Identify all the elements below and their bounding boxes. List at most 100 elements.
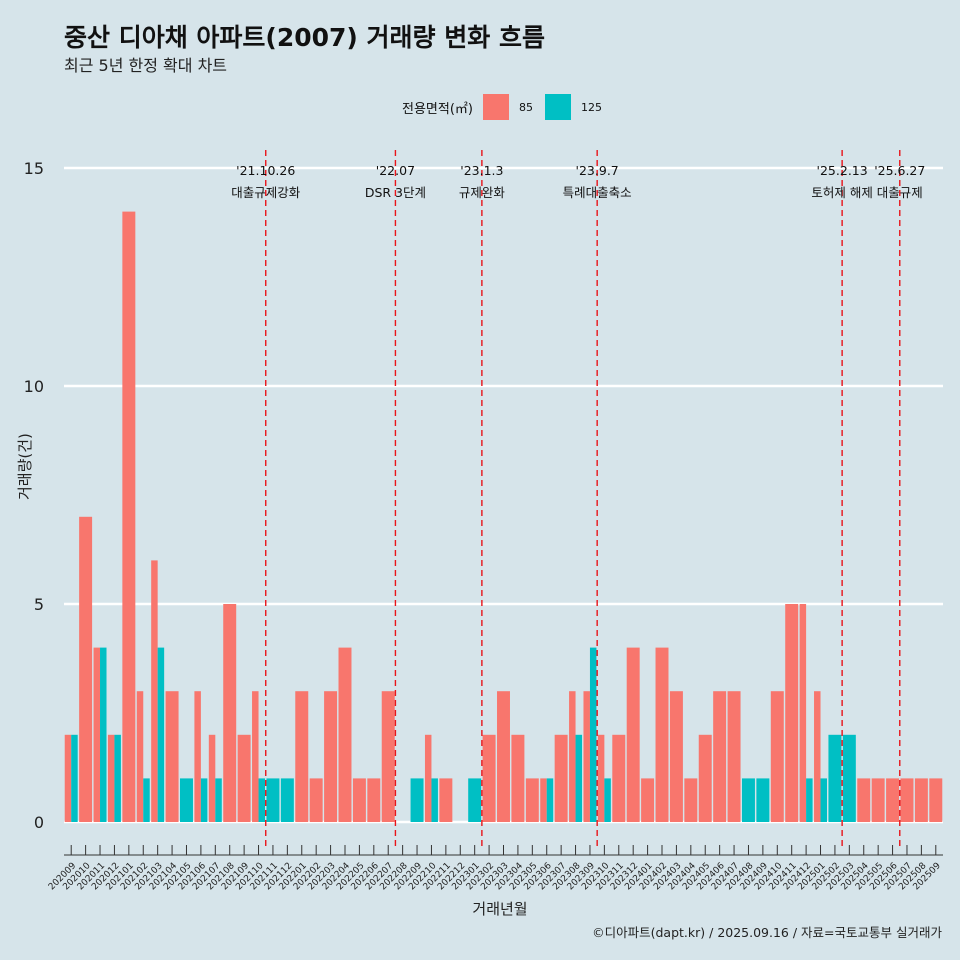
bar-125-202106 bbox=[200, 778, 208, 822]
bar-125-202301 bbox=[468, 778, 482, 822]
bar-85-202401 bbox=[641, 778, 655, 822]
event-date-1: '22.07 bbox=[376, 163, 415, 178]
event-label-0: 대출규제강화 bbox=[231, 185, 301, 200]
bar-85-202103 bbox=[151, 560, 158, 822]
bar-85-202102 bbox=[136, 691, 144, 822]
bar-85-202501 bbox=[814, 691, 821, 822]
bar-85-202402 bbox=[655, 647, 669, 822]
bar-125-202412 bbox=[806, 778, 813, 822]
bar-125-202102 bbox=[143, 778, 150, 822]
chart-title: 중산 디아채 아파트(2007) 거래량 변화 흐름 bbox=[64, 23, 545, 52]
event-label-1: DSR 3단계 bbox=[365, 185, 426, 200]
bar-85-202201 bbox=[295, 691, 309, 822]
legend-label-85: 85 bbox=[518, 100, 533, 114]
bar-125-202503 bbox=[842, 734, 856, 822]
bar-85-202010 bbox=[79, 516, 93, 822]
bar-125-202110 bbox=[258, 778, 266, 822]
y-tick-label-0: 0 bbox=[34, 813, 44, 832]
bar-125-202103 bbox=[157, 647, 165, 822]
bar-85-202307 bbox=[554, 734, 568, 822]
event-label-4: 토허제 해제 bbox=[811, 185, 872, 200]
bar-85-202406 bbox=[713, 691, 727, 822]
bar-85-202311 bbox=[612, 734, 626, 822]
bar-85-202302 bbox=[482, 734, 496, 822]
event-label-3: 특례대출축소 bbox=[563, 185, 632, 200]
bar-85-202106 bbox=[194, 691, 201, 822]
bar-85-202505 bbox=[871, 778, 885, 822]
event-date-5: '25.6.27 bbox=[874, 163, 925, 178]
bar-85-202203 bbox=[324, 691, 338, 822]
bar-85-202104 bbox=[165, 691, 179, 822]
bar-85-202507 bbox=[900, 778, 914, 822]
bar-125-202308 bbox=[575, 734, 583, 822]
bar-85-202009 bbox=[64, 734, 72, 822]
bar-85-202404 bbox=[684, 778, 698, 822]
bar-85-202101 bbox=[122, 211, 136, 823]
bar-85-202504 bbox=[857, 778, 871, 822]
bar-85-202303 bbox=[497, 691, 510, 822]
bar-125-202502 bbox=[828, 734, 842, 822]
bar-125-202501 bbox=[820, 778, 828, 822]
y-tick-label-15: 15 bbox=[24, 159, 44, 178]
bar-125-202209 bbox=[410, 778, 424, 822]
bar-85-202109 bbox=[237, 734, 251, 822]
bar-125-202009 bbox=[71, 734, 78, 822]
y-tick-label-5: 5 bbox=[34, 595, 44, 614]
event-date-0: '21.10.26 bbox=[236, 163, 295, 178]
bar-125-202309 bbox=[589, 647, 597, 822]
chart-subtitle: 최근 5년 한정 확대 차트 bbox=[64, 56, 228, 75]
caption: ©디아파트(dapt.kr) / 2025.09.16 / 자료=국토교통부 실… bbox=[592, 925, 942, 940]
legend-swatch-85 bbox=[482, 94, 509, 120]
bar-125-202111 bbox=[266, 778, 280, 822]
bar-85-202207 bbox=[381, 691, 395, 822]
bar-85-202312 bbox=[626, 647, 640, 822]
y-axis-label: 거래량(건) bbox=[16, 433, 34, 500]
bar-125-202012 bbox=[114, 734, 121, 822]
event-label-5: 대출규제 bbox=[877, 185, 923, 200]
bar-85-202205 bbox=[352, 778, 366, 822]
legend-label-125: 125 bbox=[580, 100, 602, 114]
event-date-2: '23.1.3 bbox=[460, 163, 503, 178]
bar-85-202012 bbox=[107, 734, 115, 822]
bar-85-202011 bbox=[93, 647, 101, 822]
legend-swatch-125 bbox=[544, 94, 571, 120]
event-date-4: '25.2.13 bbox=[817, 163, 868, 178]
x-axis-label: 거래년월 bbox=[472, 900, 528, 918]
bar-125-202409 bbox=[756, 778, 770, 822]
bar-85-202308 bbox=[569, 691, 576, 822]
bar-85-202405 bbox=[698, 734, 712, 822]
bar-85-202407 bbox=[727, 691, 741, 822]
bar-125-202011 bbox=[100, 647, 107, 822]
event-date-3: '23.9.7 bbox=[576, 163, 619, 178]
bar-85-202310 bbox=[597, 734, 605, 822]
bar-125-202210 bbox=[431, 778, 438, 822]
bar-85-202508 bbox=[914, 778, 928, 822]
bar-85-202210 bbox=[424, 734, 432, 822]
bar-85-202412 bbox=[799, 604, 807, 822]
bar-85-202211 bbox=[439, 778, 453, 822]
bar-125-202408 bbox=[741, 778, 755, 822]
bar-125-202112 bbox=[280, 778, 294, 822]
bar-85-202411 bbox=[785, 604, 799, 822]
legend-title: 전용면적(㎡) bbox=[402, 101, 473, 117]
bar-85-202410 bbox=[770, 691, 784, 822]
bar-85-202204 bbox=[338, 647, 352, 822]
bar-125-202105 bbox=[179, 778, 193, 822]
bar-125-202306 bbox=[546, 778, 554, 822]
bar-85-202110 bbox=[252, 691, 259, 822]
bar-85-202305 bbox=[525, 778, 539, 822]
legend: 전용면적(㎡) 85 125 bbox=[402, 92, 614, 122]
bar-85-202206 bbox=[367, 778, 381, 822]
bar-125-202107 bbox=[215, 778, 222, 822]
bar-85-202509 bbox=[929, 778, 943, 822]
bar-85-202304 bbox=[511, 734, 525, 822]
bar-85-202506 bbox=[886, 778, 900, 822]
bar-85-202108 bbox=[223, 604, 237, 822]
bar-85-202306 bbox=[540, 778, 547, 822]
bar-125-202310 bbox=[604, 778, 611, 822]
bar-85-202202 bbox=[309, 778, 323, 822]
event-label-2: 규제완화 bbox=[459, 185, 506, 200]
bar-85-202107 bbox=[208, 734, 216, 822]
